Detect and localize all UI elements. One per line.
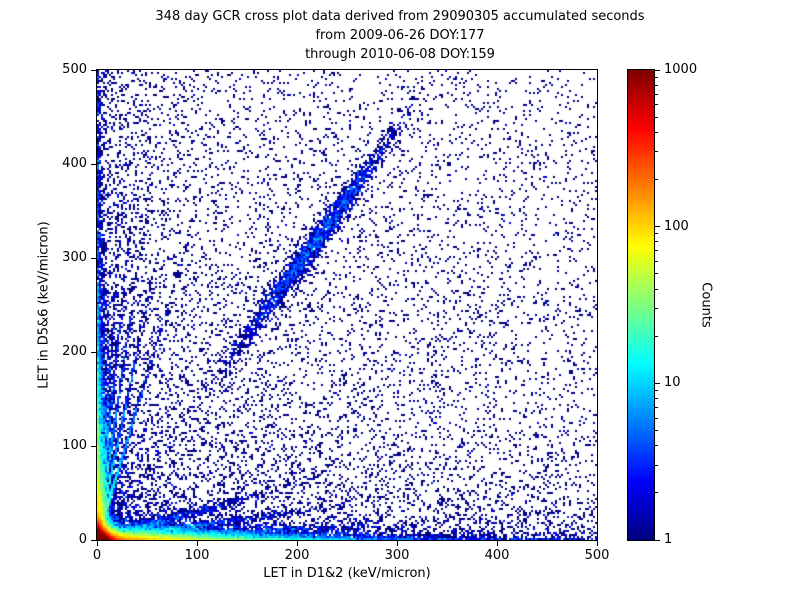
colorbar-minor-tick-mark [655,241,658,243]
colorbar-minor-tick-mark [655,492,658,494]
x-axis-label: LET in D1&2 (keV/micron) [263,566,431,581]
y-tick-mark [91,257,96,259]
y-tick-label: 300 [62,250,87,265]
y-tick-mark [91,445,96,447]
colorbar-minor-tick-mark [655,429,658,431]
colorbar-minor-tick-mark [655,93,658,95]
y-tick-mark [91,69,96,71]
colorbar-minor-tick-mark [655,250,658,252]
colorbar-gradient-canvas [628,70,654,540]
plot-area [96,69,598,541]
x-tick-mark [96,541,98,546]
colorbar-minor-tick-mark [655,179,658,180]
x-tick-label: 300 [384,548,410,563]
x-tick-mark [496,541,498,546]
scatter-density-canvas [97,70,597,540]
x-tick-label: 500 [584,548,610,563]
y-tick-label: 500 [62,62,87,77]
colorbar-label: Counts [698,282,714,328]
colorbar-minor-tick-mark [655,335,658,337]
colorbar-tick-label: 1 [664,532,673,547]
colorbar-minor-tick-mark [655,390,658,391]
colorbar-minor-tick-mark [655,84,658,86]
colorbar-tick-label: 100 [664,218,689,234]
colorbar-tick-mark [655,226,660,228]
colorbar-minor-tick-mark [655,288,658,290]
colorbar-minor-tick-mark [655,464,658,466]
chart-title: 348 day GCR cross plot data derived from… [0,7,800,64]
chart-title-line-2: from 2009-06-26 DOY:177 [315,28,485,43]
y-tick-mark [91,539,96,541]
colorbar-minor-tick-mark [655,260,658,262]
colorbar-minor-tick-mark [655,233,658,235]
x-tick-mark [396,541,398,546]
colorbar-minor-tick-mark [655,76,658,78]
x-tick-mark [196,541,198,546]
colorbar-tick-mark [655,69,660,71]
x-tick-label: 100 [184,548,210,563]
colorbar-tick-label: 10 [664,375,681,391]
colorbar-tick-mark [655,382,660,384]
chart-title-line-3: through 2010-06-08 DOY:159 [305,47,495,62]
colorbar-minor-tick-mark [655,407,658,409]
y-tick-mark [91,163,96,165]
y-tick-label: 400 [62,156,87,171]
y-tick-mark [91,351,96,353]
y-axis-label: LET in D5&6 (keV/micron) [36,221,52,389]
y-tick-label: 0 [78,532,87,547]
colorbar-minor-tick-mark [655,151,658,153]
colorbar-minor-tick-mark [655,273,658,275]
y-tick-label: 100 [62,438,87,453]
colorbar-minor-tick-mark [655,131,658,133]
colorbar-minor-tick-mark [655,445,658,447]
x-tick-label: 400 [484,548,510,563]
colorbar-minor-tick-mark [655,116,658,118]
y-tick-label: 200 [62,344,87,359]
colorbar-minor-tick-mark [655,417,658,419]
colorbar-tick-mark [655,539,660,541]
colorbar-minor-tick-mark [655,398,658,400]
x-tick-label: 200 [284,548,310,563]
colorbar-minor-tick-mark [655,308,658,310]
x-tick-mark [296,541,298,546]
colorbar-minor-tick-mark [655,104,658,106]
x-tick-label: 0 [92,548,102,563]
x-tick-mark [596,541,598,546]
colorbar [627,69,655,541]
chart-title-line-1: 348 day GCR cross plot data derived from… [155,9,645,24]
colorbar-tick-label: 1000 [664,62,698,77]
